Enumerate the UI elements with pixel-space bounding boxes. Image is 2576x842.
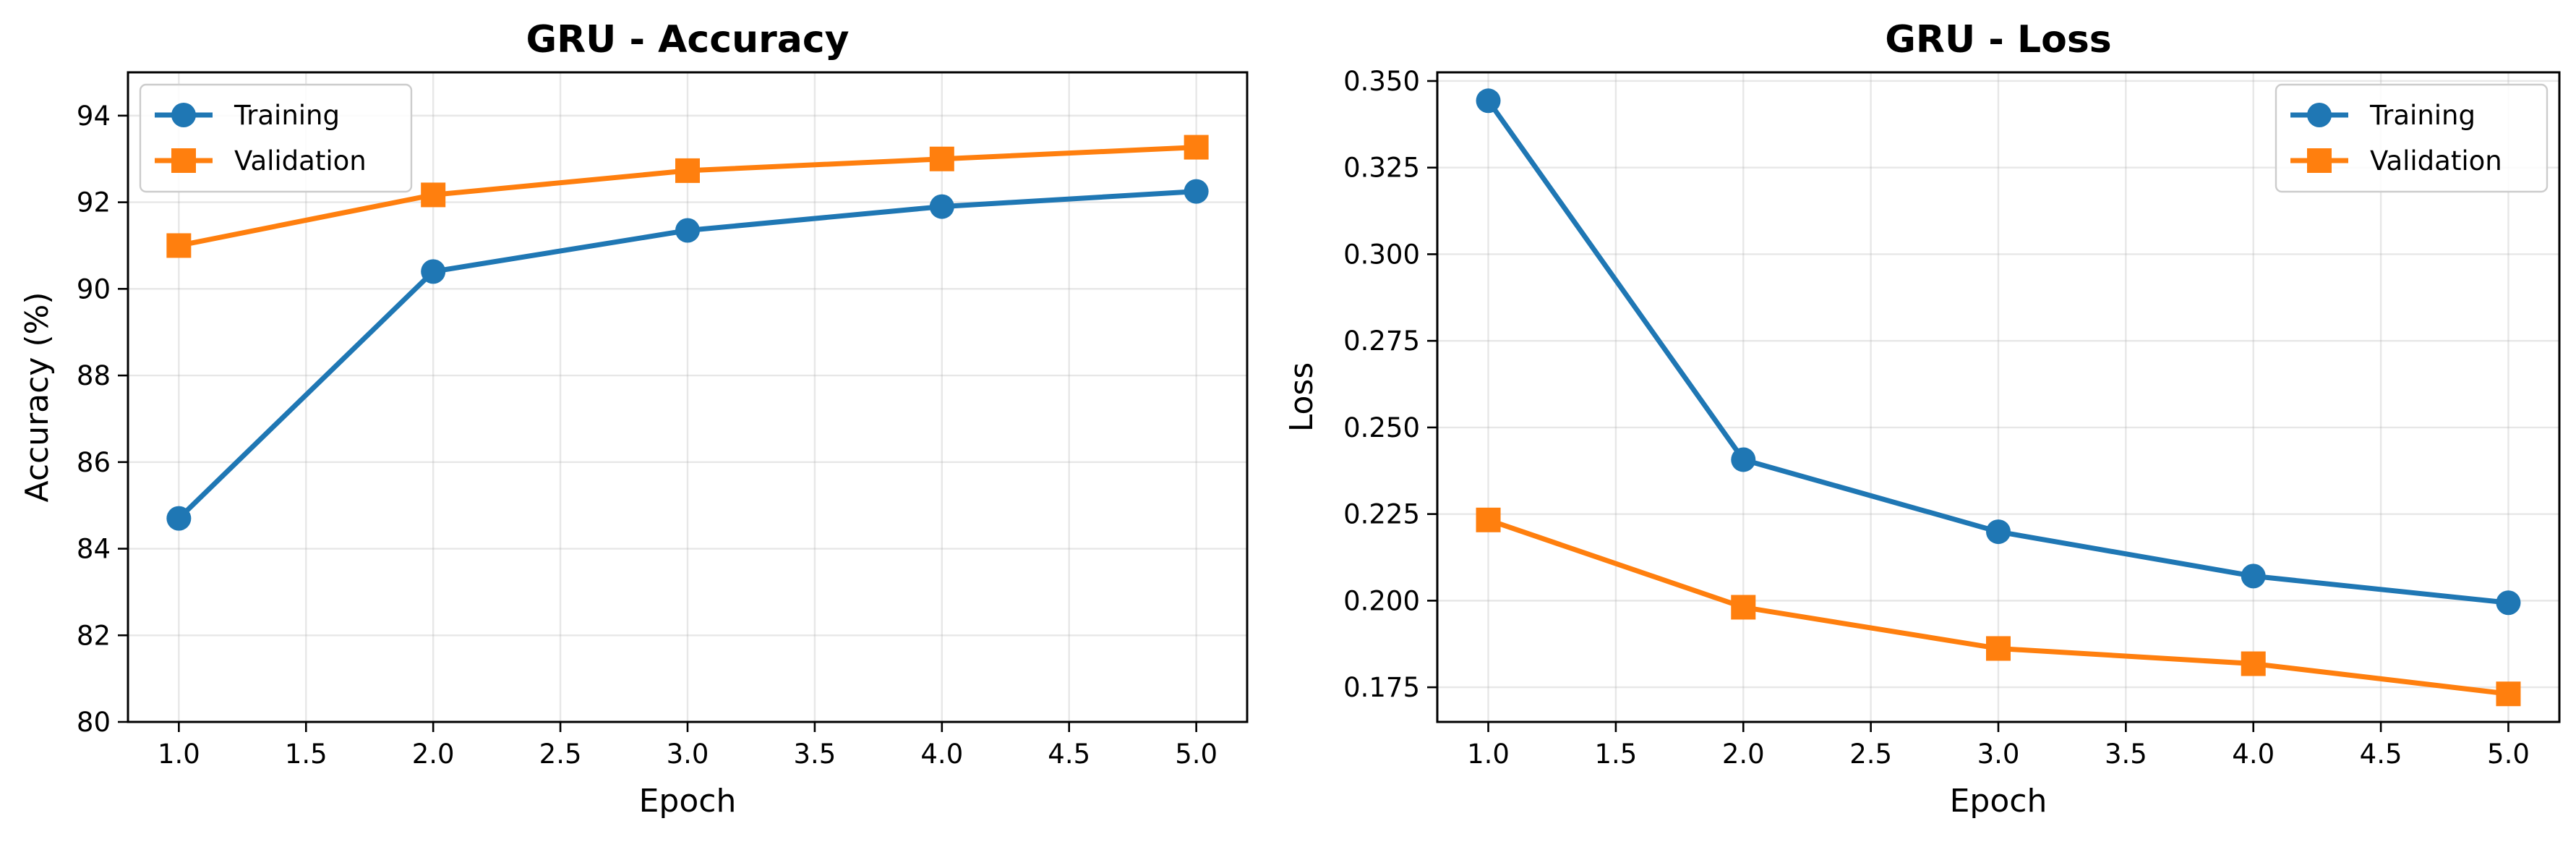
accuracy-ytick-label: 92 xyxy=(77,187,111,218)
loss-legend-training-label: Training xyxy=(2369,100,2476,131)
loss-ytick-label: 0.275 xyxy=(1343,326,1420,357)
loss-ytick-label: 0.225 xyxy=(1343,499,1420,530)
accuracy-series-validation-point xyxy=(929,146,954,171)
loss-xtick-label: 5.0 xyxy=(2487,739,2530,770)
loss-series-training-point xyxy=(2496,590,2521,616)
loss-legend-validation-label: Validation xyxy=(2370,145,2502,177)
loss-xtick-label: 4.5 xyxy=(2360,739,2402,770)
loss-legend-training-marker xyxy=(2307,103,2332,127)
loss-axes-frame xyxy=(1436,71,2561,723)
accuracy-series-validation-point xyxy=(675,158,700,183)
accuracy-xlabel: Epoch xyxy=(639,783,737,820)
loss-series-training-point xyxy=(1986,519,2011,545)
loss-chart: 1.0 1.5 2.0 2.5 3.0 3.5 4.0 4.5 5.0 0.175 0.200 0.2… xyxy=(1283,18,2561,820)
loss-xtick-label: 3.0 xyxy=(1977,739,2020,770)
accuracy-axes-frame xyxy=(127,71,1249,723)
accuracy-legend-validation-label: Validation xyxy=(234,145,367,177)
loss-series-training xyxy=(1476,88,2521,616)
loss-series-training-point xyxy=(1476,88,1501,114)
accuracy-xtick-label: 1.0 xyxy=(158,739,200,770)
accuracy-xtick-label: 2.0 xyxy=(412,739,455,770)
accuracy-series-validation-point xyxy=(1184,135,1209,160)
loss-ytick-label: 0.300 xyxy=(1343,239,1420,270)
accuracy-series-training-point xyxy=(929,194,954,219)
accuracy-legend-training-label: Training xyxy=(234,100,340,131)
loss-ytick-label: 0.200 xyxy=(1343,585,1420,616)
accuracy-legend-training-marker xyxy=(171,103,196,127)
accuracy-ytick-label: 88 xyxy=(77,360,111,391)
loss-series-validation-point xyxy=(2496,681,2521,707)
loss-title: GRU - Loss xyxy=(1885,18,2112,61)
accuracy-ytick-label: 90 xyxy=(77,273,111,305)
accuracy-xtick-label: 3.0 xyxy=(667,739,709,770)
accuracy-xtick-label: 4.5 xyxy=(1048,739,1090,770)
loss-ytick-label: 0.250 xyxy=(1343,412,1420,443)
loss-series-validation-point xyxy=(2241,651,2266,676)
accuracy-series-training-point xyxy=(166,506,192,531)
loss-series-validation xyxy=(1476,507,2521,707)
accuracy-xtick-label: 4.0 xyxy=(920,739,963,770)
loss-ytick-label: 0.325 xyxy=(1343,153,1420,184)
accuracy-series-training-point xyxy=(421,259,446,284)
accuracy-series-training-point xyxy=(675,218,700,243)
loss-xtick-label: 1.0 xyxy=(1467,739,1510,770)
loss-series-validation-point xyxy=(1476,507,1501,532)
accuracy-legend-box xyxy=(139,83,413,193)
accuracy-chart: 1.0 1.5 2.0 2.5 3.0 3.5 4.0 4.5 5.0 80 82 84 86 88 90 9… xyxy=(19,18,1249,820)
accuracy-xtick-label: 1.5 xyxy=(285,739,328,770)
loss-ticks: 1.0 1.5 2.0 2.5 3.0 3.5 4.0 4.5 5.0 0.175 0.200 0.2… xyxy=(1343,66,2530,770)
loss-series-training-point xyxy=(2241,564,2266,589)
loss-series-validation-point xyxy=(1731,595,1756,620)
accuracy-series-training xyxy=(166,179,1209,531)
accuracy-ticks: 1.0 1.5 2.0 2.5 3.0 3.5 4.0 4.5 5.0 80 82 84 86 88 90 9… xyxy=(77,101,1218,770)
accuracy-series-validation-point xyxy=(166,233,192,258)
accuracy-legend-validation-marker xyxy=(171,148,196,173)
loss-legend-box xyxy=(2275,83,2549,193)
loss-legend-validation-marker xyxy=(2307,148,2332,173)
loss-legend: Training Validation xyxy=(2275,83,2549,193)
accuracy-title: GRU - Accuracy xyxy=(526,18,849,61)
accuracy-ytick-label: 82 xyxy=(77,620,111,651)
accuracy-series-validation xyxy=(166,135,1209,258)
loss-xtick-label: 1.5 xyxy=(1594,739,1637,770)
accuracy-ytick-label: 94 xyxy=(77,101,111,132)
loss-xtick-label: 3.5 xyxy=(2105,739,2147,770)
loss-ylabel: Loss xyxy=(1283,362,1320,433)
loss-ytick-label: 0.350 xyxy=(1343,66,1420,97)
loss-xtick-label: 2.0 xyxy=(1722,739,1765,770)
accuracy-xtick-label: 3.5 xyxy=(793,739,836,770)
accuracy-xtick-label: 5.0 xyxy=(1175,739,1218,770)
accuracy-series-training-point xyxy=(1184,179,1209,204)
loss-ytick-label: 0.175 xyxy=(1343,672,1420,703)
accuracy-ytick-label: 86 xyxy=(77,447,111,478)
accuracy-ylabel: Accuracy (%) xyxy=(19,292,56,502)
loss-xlabel: Epoch xyxy=(1950,783,2047,820)
loss-series-training-point xyxy=(1731,447,1756,472)
accuracy-series-validation-point xyxy=(421,182,446,208)
accuracy-ytick-label: 84 xyxy=(77,534,111,565)
accuracy-ytick-label: 80 xyxy=(77,707,111,738)
accuracy-xtick-label: 2.5 xyxy=(539,739,582,770)
accuracy-legend: Training Validation xyxy=(139,83,413,193)
loss-xtick-label: 2.5 xyxy=(1849,739,1892,770)
loss-xtick-label: 4.0 xyxy=(2232,739,2275,770)
loss-series-validation-point xyxy=(1986,636,2011,661)
